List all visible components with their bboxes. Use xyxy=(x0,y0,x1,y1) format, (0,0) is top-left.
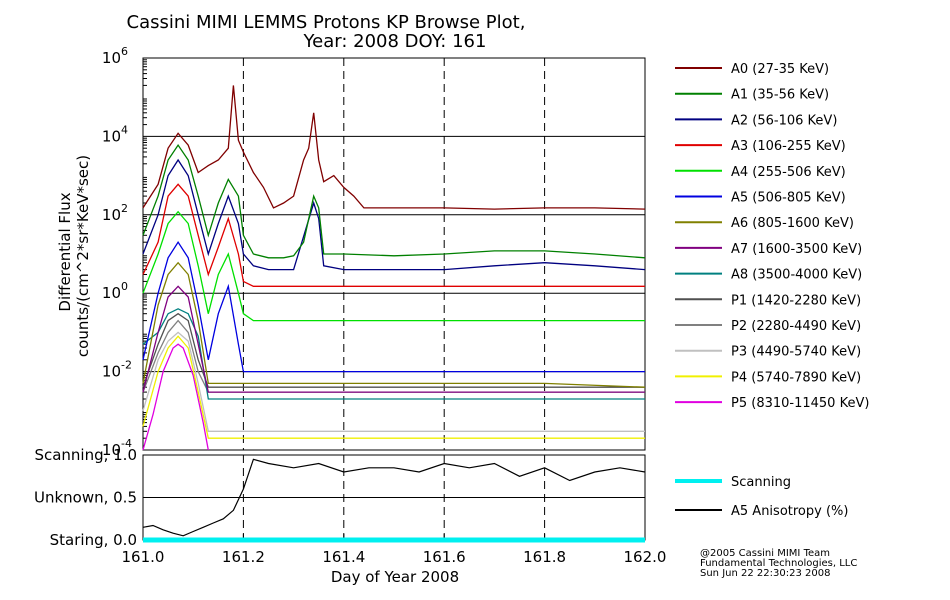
legend-entry: P1 (1420-2280 KeV) xyxy=(731,293,861,308)
flux-ytick-exponent: 6 xyxy=(121,45,128,58)
series-line-a7 xyxy=(142,285,645,393)
flux-ytick-exponent: 2 xyxy=(121,202,128,215)
flux-ytick-label: 10-2 xyxy=(102,359,132,381)
legend-entry: A8 (3500-4000 KeV) xyxy=(731,268,862,283)
flux-ytick-label: 106 xyxy=(102,45,128,67)
series-line-p3 xyxy=(142,331,645,432)
footer-date: Sun Jun 22 22:30:23 2008 xyxy=(700,568,830,579)
series-line-p1 xyxy=(142,312,645,388)
series-line-a8 xyxy=(142,308,645,400)
plot-subtitle: Year: 2008 DOY: 161 xyxy=(303,31,487,52)
flux-ytick-label: 104 xyxy=(102,123,128,145)
anisotropy-line xyxy=(142,458,646,537)
anisotropy-panel: Staring, 0.0 Unknown, 0.5 Scanning, 1.0 161… xyxy=(34,446,667,566)
series-line-a6 xyxy=(142,261,646,388)
legend-entry: A5 Anisotropy (%) xyxy=(731,504,848,519)
series-line-a2 xyxy=(142,158,646,271)
flux-ytick-label: 100 xyxy=(102,280,128,302)
footer-credit: @2005 Cassini MIMI Team xyxy=(700,548,830,559)
series-line-p4 xyxy=(142,335,645,439)
legend-entry: A5 (506-805 KeV) xyxy=(731,191,846,206)
legend-entry: P5 (8310-11450 KeV) xyxy=(731,396,869,411)
x-tick-label: 161.8 xyxy=(523,548,566,566)
series-line-a3 xyxy=(142,183,645,287)
flux-ytick-exponent: -4 xyxy=(121,437,132,450)
series-line-p5 xyxy=(142,343,209,451)
anisotropy-ytick-label: Scanning, 1.0 xyxy=(34,446,137,464)
legend-entry: A3 (106-255 KeV) xyxy=(731,139,846,154)
flux-plot-frame xyxy=(142,57,646,451)
x-tick-label: 161.0 xyxy=(122,548,165,566)
legend-entry: Scanning xyxy=(731,475,791,490)
series-line-a1 xyxy=(142,143,646,259)
x-tick-label: 162.0 xyxy=(624,548,667,566)
flux-ytick-exponent: 4 xyxy=(121,123,128,136)
plot-title: Cassini MIMI LEMMS Protons KP Browse Plo… xyxy=(127,12,526,33)
x-tick-label: 161.2 xyxy=(222,548,265,566)
legend-entry: A6 (805-1600 KeV) xyxy=(731,216,854,231)
x-tick-label: 161.6 xyxy=(423,548,466,566)
series-line-a4 xyxy=(142,210,645,322)
flux-ytick-exponent: 0 xyxy=(121,280,128,293)
legend-entry: P4 (5740-7890 KeV) xyxy=(731,370,861,385)
x-axis-label: Day of Year 2008 xyxy=(331,568,459,586)
x-tick-label: 161.4 xyxy=(322,548,365,566)
flux-legend: A0 (27-35 KeV) A1 (35-56 KeV) A2 (56-106 K… xyxy=(675,62,869,411)
anisotropy-ytick-label: Staring, 0.0 xyxy=(50,531,137,549)
anisotropy-legend: Scanning A5 Anisotropy (%) xyxy=(675,475,848,519)
legend-entry: A7 (1600-3500 KeV) xyxy=(731,242,862,257)
series-line-a0 xyxy=(142,85,646,210)
legend-entry: A0 (27-35 KeV) xyxy=(731,62,829,77)
legend-entry: P3 (4490-5740 KeV) xyxy=(731,345,861,360)
legend-entry: A1 (35-56 KeV) xyxy=(731,88,829,103)
legend-entry: A2 (56-106 KeV) xyxy=(731,113,837,128)
flux-ylabel-line1: Differential Flux xyxy=(56,192,74,311)
anisotropy-ytick-label: Unknown, 0.5 xyxy=(34,489,137,507)
legend-entry: P2 (2280-4490 KeV) xyxy=(731,319,861,334)
flux-ytick-label: 102 xyxy=(102,202,128,224)
footer-org: Fundamental Technologies, LLC xyxy=(700,558,857,569)
legend-entry: A4 (255-506 KeV) xyxy=(731,165,846,180)
series-line-a5 xyxy=(142,240,645,373)
flux-ytick-exponent: -2 xyxy=(121,359,132,372)
flux-ylabel-line2: counts/(cm^2*sr*KeV*sec) xyxy=(74,155,92,357)
